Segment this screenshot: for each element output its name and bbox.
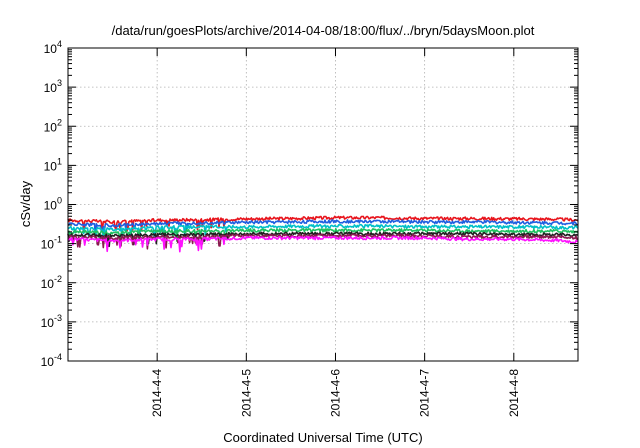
y-tick-base: 10 bbox=[44, 120, 58, 134]
x-tick-label: 2014-4-7 bbox=[418, 369, 432, 417]
y-tick-exponent: -1 bbox=[54, 235, 62, 245]
series-line bbox=[67, 219, 579, 238]
y-axis-label: cSv/day bbox=[18, 180, 33, 227]
y-tick-base: 10 bbox=[41, 277, 55, 291]
y-tick-label: 10-4 bbox=[41, 352, 62, 369]
y-tick-exponent: 3 bbox=[57, 78, 62, 88]
y-tick-base: 10 bbox=[44, 159, 58, 173]
y-tick-exponent: -2 bbox=[54, 274, 62, 284]
series-line bbox=[67, 231, 579, 248]
series-line bbox=[67, 215, 579, 233]
y-tick-base: 10 bbox=[44, 42, 58, 56]
x-tick-label: 2014-4-8 bbox=[507, 369, 521, 417]
y-tick-exponent: 1 bbox=[57, 156, 62, 166]
x-tick-label: 2014-4-4 bbox=[150, 369, 164, 417]
series-layer bbox=[67, 215, 579, 253]
series-line bbox=[67, 233, 579, 250]
y-tick-base: 10 bbox=[41, 355, 55, 369]
y-tick-label: 100 bbox=[44, 196, 62, 213]
y-tick-base: 10 bbox=[41, 316, 55, 330]
y-tick-exponent: 2 bbox=[57, 117, 62, 127]
y-tick-base: 10 bbox=[41, 238, 55, 252]
y-tick-label: 101 bbox=[44, 156, 62, 173]
chart-title: /data/run/goesPlots/archive/2014-04-08/1… bbox=[112, 23, 535, 38]
series-line bbox=[67, 228, 579, 243]
y-tick-exponent: -4 bbox=[54, 352, 62, 362]
y-tick-label: 104 bbox=[44, 39, 62, 56]
y-tick-exponent: 0 bbox=[57, 196, 62, 206]
y-tick-base: 10 bbox=[44, 81, 58, 95]
y-tick-label: 10-3 bbox=[41, 313, 62, 330]
series-line bbox=[67, 223, 579, 240]
y-tick-exponent: -3 bbox=[54, 313, 62, 323]
y-tick-label: 102 bbox=[44, 117, 62, 134]
y-tick-label: 10-2 bbox=[41, 274, 62, 291]
series-line bbox=[67, 235, 579, 253]
grid bbox=[68, 48, 578, 361]
y-tick-exponent: 4 bbox=[57, 39, 62, 49]
y-tick-label: 103 bbox=[44, 78, 62, 95]
x-axis-label: Coordinated Universal Time (UTC) bbox=[223, 430, 422, 445]
y-tick-label: 10-1 bbox=[41, 235, 62, 252]
x-tick-label: 2014-4-6 bbox=[328, 369, 342, 417]
y-tick-base: 10 bbox=[44, 199, 58, 213]
x-tick-label: 2014-4-5 bbox=[239, 369, 253, 417]
